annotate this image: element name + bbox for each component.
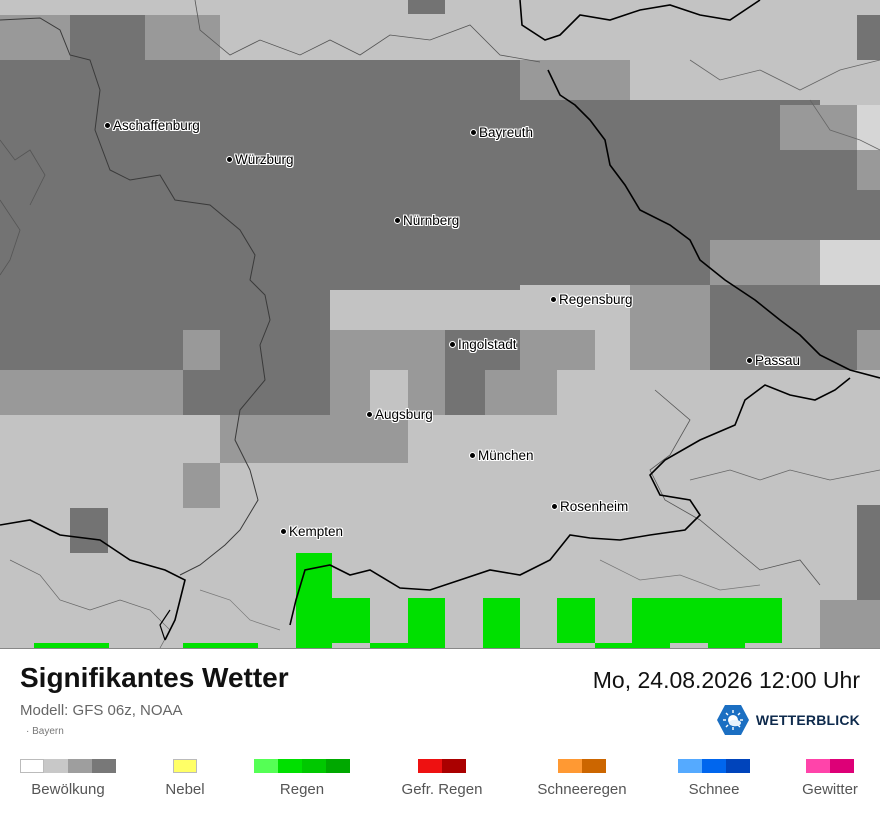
city-label: Rosenheim xyxy=(560,499,629,514)
legend-schnee: Schnee xyxy=(670,759,758,798)
legend-swatch xyxy=(302,759,326,773)
rain-cells xyxy=(34,553,782,648)
city-nuernberg[interactable]: Nürnberg xyxy=(394,213,459,228)
city-marker xyxy=(104,121,111,129)
legend-label: Bewölkung xyxy=(31,781,105,798)
legend-swatch xyxy=(830,759,854,773)
region-label: · Bayern xyxy=(26,726,64,737)
legend-swatches xyxy=(392,759,492,773)
map-canvas xyxy=(0,0,880,648)
city-rosenheim[interactable]: Rosenheim xyxy=(551,499,628,514)
legend-label: Gewitter xyxy=(802,781,858,798)
legend-swatch xyxy=(173,759,197,773)
legend-swatches xyxy=(670,759,758,773)
city-kempten[interactable]: Kempten xyxy=(280,524,343,539)
city-marker xyxy=(550,295,557,303)
legend-gewitter: Gewitter xyxy=(792,759,868,798)
legend-swatches xyxy=(20,759,116,773)
city-label: Kempten xyxy=(289,524,344,539)
city-marker xyxy=(226,155,233,163)
city-bayreuth[interactable]: Bayreuth xyxy=(470,125,533,140)
wetterblick-logo[interactable]: WETTERBLICK xyxy=(716,704,860,736)
legend-swatches xyxy=(254,759,350,773)
legend-swatch xyxy=(254,759,278,773)
legend-swatch xyxy=(20,759,44,773)
legend-swatch xyxy=(702,759,726,773)
city-marker xyxy=(366,410,373,418)
city-label: Augsburg xyxy=(375,407,433,422)
city-label: Regensburg xyxy=(559,292,633,307)
legend-swatches xyxy=(528,759,636,773)
city-marker xyxy=(470,128,477,136)
legend-swatch xyxy=(278,759,302,773)
city-label: Aschaffenburg xyxy=(113,118,200,133)
legend-schneeregen: Schneeregen xyxy=(528,759,636,798)
legend-gefr-regen: Gefr. Regen xyxy=(392,759,492,798)
legend-swatch xyxy=(326,759,350,773)
cloud-cells xyxy=(0,0,880,648)
legend-swatch xyxy=(92,759,116,773)
map-title: Signifikantes Wetter xyxy=(20,662,289,693)
weather-map[interactable]: Aschaffenburg Würzburg Bayreuth Nürnberg… xyxy=(0,0,880,648)
region-name: Bayern xyxy=(32,726,64,737)
map-footer: Signifikantes Wetter Mo, 24.08.2026 12:0… xyxy=(0,648,880,831)
legend-label: Schnee xyxy=(688,781,740,798)
borders xyxy=(0,0,880,648)
legend-swatch xyxy=(806,759,830,773)
legend-swatch xyxy=(44,759,68,773)
legend-label: Gefr. Regen xyxy=(401,781,483,798)
legend-regen: Regen xyxy=(254,759,350,798)
city-aschaffenburg[interactable]: Aschaffenburg xyxy=(104,118,200,133)
city-label: Würzburg xyxy=(235,152,294,167)
city-marker xyxy=(280,527,287,535)
legend-swatches xyxy=(155,759,215,773)
model-info: Modell: GFS 06z, NOAA xyxy=(20,702,183,719)
city-marker xyxy=(746,356,753,364)
city-regensburg[interactable]: Regensburg xyxy=(550,292,633,307)
legend-bewoelkung: Bewölkung xyxy=(20,759,116,798)
legend-nebel: Nebel xyxy=(155,759,215,798)
sun-cloud-icon xyxy=(716,704,750,736)
legend-swatch xyxy=(678,759,702,773)
legend-swatch xyxy=(418,759,442,773)
city-label: Passau xyxy=(755,353,801,368)
brand-name: WETTERBLICK xyxy=(755,712,860,728)
city-label: Ingolstadt xyxy=(458,337,517,352)
city-wuerzburg[interactable]: Würzburg xyxy=(226,152,294,167)
city-marker xyxy=(394,216,401,224)
city-marker xyxy=(469,451,476,459)
legend-label: Regen xyxy=(279,781,325,798)
city-marker xyxy=(449,340,456,348)
city-augsburg[interactable]: Augsburg xyxy=(366,407,433,422)
legend-swatches xyxy=(792,759,868,773)
city-label: München xyxy=(478,448,534,463)
city-label: Nürnberg xyxy=(403,213,460,228)
legend-swatch xyxy=(442,759,466,773)
legend-swatch xyxy=(582,759,606,773)
city-ingolstadt[interactable]: Ingolstadt xyxy=(449,337,517,352)
city-muenchen[interactable]: München xyxy=(469,448,534,463)
forecast-datetime: Mo, 24.08.2026 12:00 Uhr xyxy=(592,667,860,693)
city-passau[interactable]: Passau xyxy=(746,353,800,368)
legend-swatch xyxy=(558,759,582,773)
legend-swatch xyxy=(726,759,750,773)
city-marker xyxy=(551,502,558,510)
legend-label: Schneeregen xyxy=(537,781,627,798)
legend-swatch xyxy=(68,759,92,773)
legend-label: Nebel xyxy=(165,781,205,798)
city-label: Bayreuth xyxy=(479,125,534,140)
